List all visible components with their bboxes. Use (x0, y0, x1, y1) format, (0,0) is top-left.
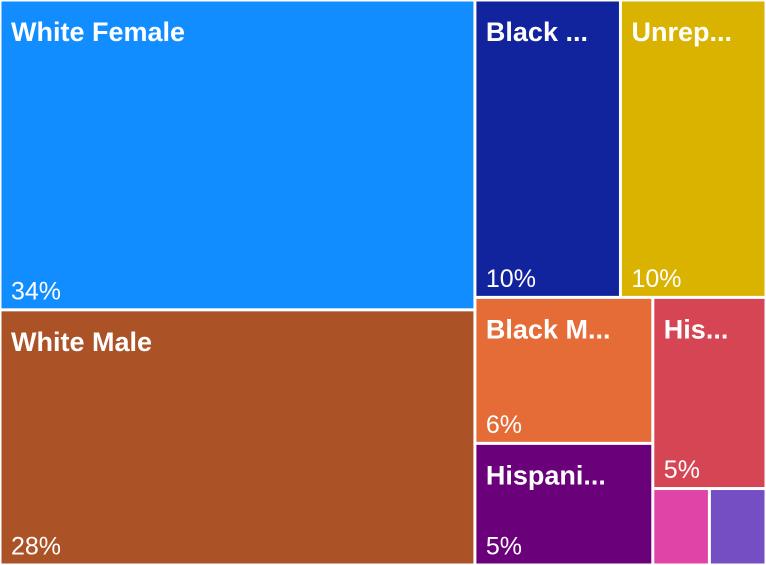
tile-label: White Female (11, 17, 185, 47)
tile-label: Unrep... (631, 17, 732, 47)
value-label: 28% (11, 533, 61, 561)
tile-label: White Male (11, 327, 152, 357)
tile-label: Hispani... (486, 460, 606, 490)
value-label: 5% (486, 533, 522, 561)
tile (476, 298, 652, 442)
tile (1, 1, 474, 309)
tile (654, 490, 708, 564)
value-label: 5% (664, 456, 700, 484)
tile-label: Black M... (486, 314, 611, 344)
tile (710, 490, 765, 564)
tile (476, 444, 652, 564)
value-label: 10% (631, 265, 681, 293)
tile (1, 311, 474, 564)
tile-label: His... (664, 314, 729, 344)
tile (654, 298, 765, 488)
tile (621, 1, 765, 296)
value-label: 6% (486, 411, 522, 439)
value-label: 10% (486, 265, 536, 293)
value-label: 34% (11, 277, 61, 305)
tile (476, 1, 619, 296)
tile-label: Black ... (486, 17, 588, 47)
